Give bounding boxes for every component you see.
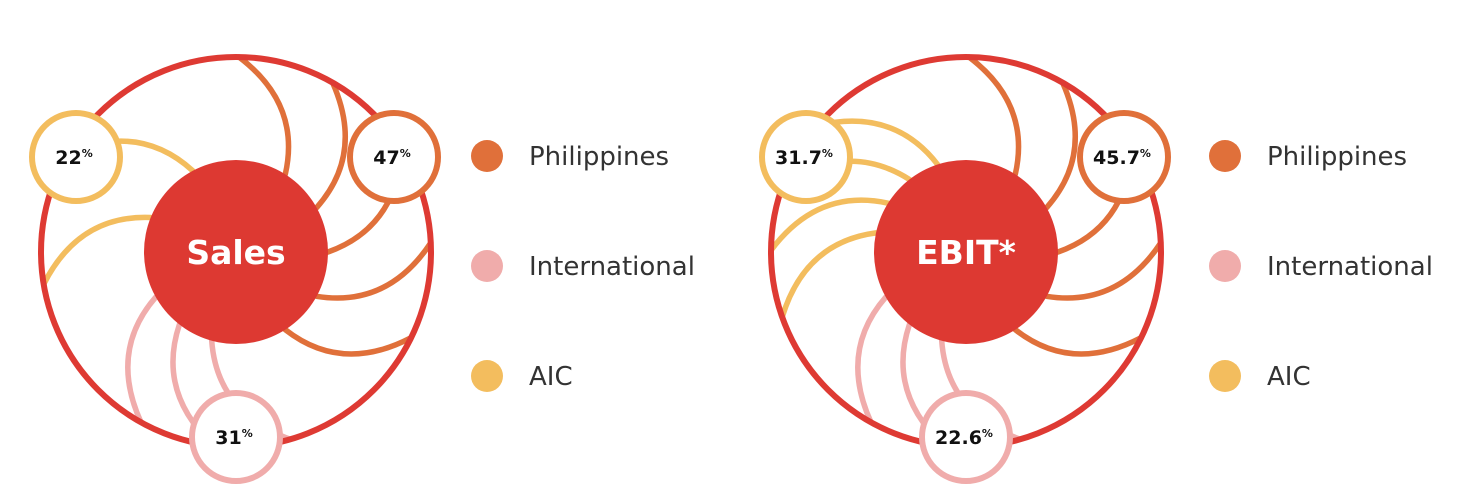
chart-title: Sales — [186, 233, 285, 272]
legend-swatch-philippines — [1209, 140, 1241, 172]
swirl-philippines — [313, 240, 434, 301]
swirl-philippines — [236, 54, 292, 178]
value-label-international: 22.6% — [935, 427, 993, 449]
legend: Philippines International AIC — [471, 140, 695, 392]
swirl-philippines — [1012, 326, 1144, 357]
swirl-aic — [768, 197, 891, 254]
legend-swatch-aic — [471, 360, 503, 392]
chart-ebit: EBIT* 45.7% 22.6% 31.7% Philippines Internati… — [759, 54, 1433, 484]
center-disc — [874, 160, 1058, 344]
percent-sign: % — [822, 147, 833, 160]
swirl-aic — [40, 214, 154, 287]
value-bubble-international — [189, 390, 283, 484]
legend-swatch-international — [471, 250, 503, 282]
legend-label-international: International — [1267, 252, 1433, 282]
swirl-international — [855, 294, 889, 426]
value-label-aic: 31.7% — [775, 147, 833, 169]
percent-sign: % — [82, 147, 93, 160]
center-disc — [144, 160, 328, 344]
legend-label-international: International — [529, 252, 695, 282]
swirl-philippines — [966, 54, 1022, 178]
legend-label-philippines: Philippines — [529, 142, 669, 172]
value-bubble-philippines — [1077, 110, 1171, 204]
swirl-philippines — [282, 326, 414, 357]
percent-sign: % — [1140, 147, 1151, 160]
percent-sign: % — [400, 147, 411, 160]
legend-swatch-philippines — [471, 140, 503, 172]
legend-swatch-aic — [1209, 360, 1241, 392]
legend-label-aic: AIC — [529, 362, 573, 392]
chart-title: EBIT* — [916, 233, 1016, 272]
value-bubble-philippines — [347, 110, 441, 204]
legend-label-philippines: Philippines — [1267, 142, 1407, 172]
percent-sign: % — [242, 427, 253, 440]
value-bubble-aic — [759, 110, 853, 204]
swirl-philippines — [1043, 240, 1164, 301]
legend: Philippines International AIC — [1209, 140, 1433, 392]
value-bubble-international — [919, 390, 1013, 484]
swirl-philippines — [313, 79, 348, 211]
legend-label-aic: AIC — [1267, 362, 1311, 392]
value-bubble-aic — [29, 110, 123, 204]
swirl-philippines — [1043, 79, 1078, 211]
percent-sign: % — [982, 427, 993, 440]
value-label-philippines: 45.7% — [1093, 147, 1151, 169]
legend-swatch-international — [1209, 250, 1241, 282]
swirl-international — [125, 294, 159, 426]
swirl-aic — [779, 230, 879, 320]
